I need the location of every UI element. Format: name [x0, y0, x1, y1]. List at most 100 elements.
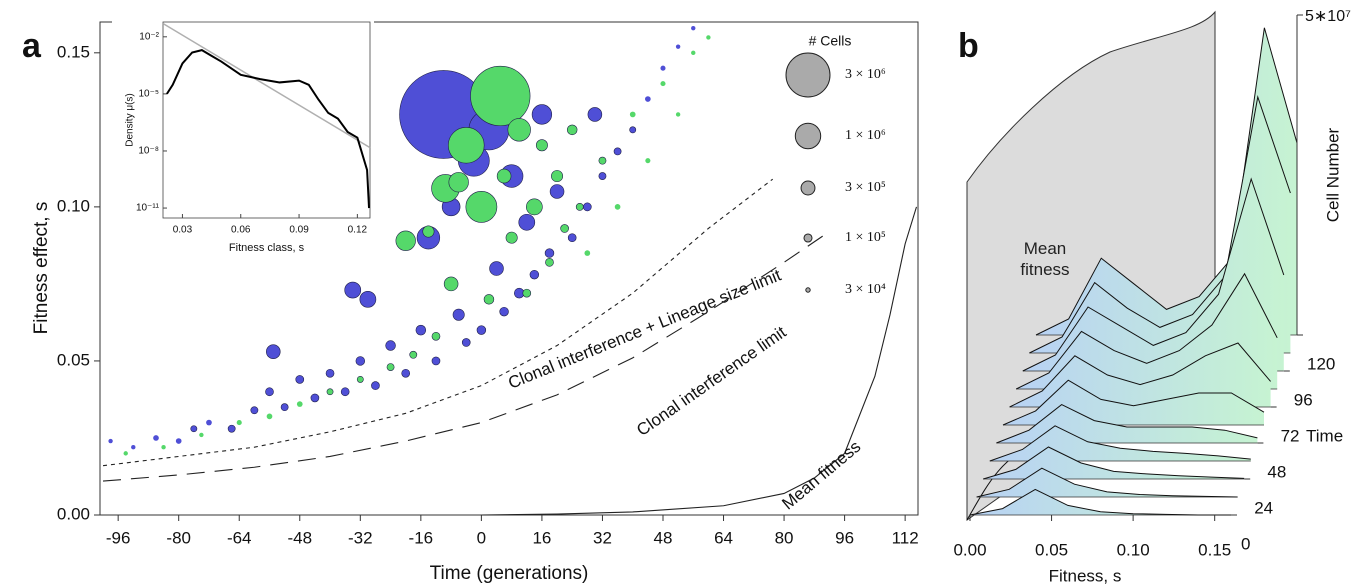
- cell-lineage: [545, 258, 554, 267]
- inset-x-tick-label: 0.09: [289, 225, 309, 236]
- cell-lineage: [575, 202, 584, 211]
- size-legend-marker: [794, 122, 822, 150]
- cell-lineage: [583, 202, 592, 212]
- time-axis-title: Time: [1306, 426, 1343, 445]
- cell-lineage: [529, 269, 540, 280]
- cell-lineage: [476, 325, 487, 335]
- cell-lineage: [470, 65, 531, 127]
- cell-lineage: [551, 170, 564, 183]
- inset-frame: [162, 21, 371, 219]
- cell-lineage: [660, 81, 666, 87]
- y-tick-label: 0.00: [57, 504, 90, 523]
- cell-lineage: [645, 158, 651, 164]
- x-tick-label: 48: [654, 528, 673, 547]
- slice-fill: [970, 489, 1231, 515]
- x-tick-label: 112: [892, 528, 919, 547]
- time-tick-label: 24: [1254, 498, 1273, 517]
- z-tick-label: 5∗10⁷: [1305, 8, 1351, 25]
- cell-lineage: [340, 387, 350, 397]
- cell-lineage: [526, 198, 543, 216]
- cell-lineage: [395, 230, 416, 251]
- cell-lineage: [123, 451, 128, 456]
- cell-lineage: [614, 204, 621, 210]
- slice-profile: [1015, 272, 1278, 390]
- time-tick-label: 48: [1267, 462, 1286, 481]
- cell-lineage: [560, 224, 569, 233]
- cell-lineage: [691, 50, 696, 56]
- cell-lineage: [431, 356, 441, 366]
- x-tick-label: -32: [348, 528, 373, 547]
- cell-lineage: [295, 375, 305, 384]
- fitness-tick-label: 0.10: [1117, 540, 1150, 559]
- y-tick-label: 0.15: [57, 42, 90, 61]
- line-label: Clonal interference limit: [633, 322, 790, 440]
- cell-lineage: [236, 420, 242, 426]
- inset-background: [112, 18, 374, 263]
- cell-lineage: [531, 104, 553, 125]
- cell-lineage: [153, 435, 159, 441]
- cell-lineage: [359, 290, 377, 308]
- size-legend-label: 3 × 10⁴: [845, 282, 886, 297]
- cell-lineage: [598, 172, 607, 180]
- size-legend-label: 1 × 10⁶: [845, 128, 886, 143]
- time-tick-label: 120: [1307, 354, 1335, 373]
- cell-lineage: [566, 124, 578, 136]
- size-legend-marker: [803, 233, 813, 243]
- cell-lineage: [483, 294, 495, 305]
- slice-profile: [1002, 379, 1265, 426]
- cell-lineage: [489, 261, 504, 276]
- x-tick-label: 96: [835, 528, 854, 547]
- y-axis-title: Fitness effect, s: [31, 202, 52, 335]
- x-tick-label: 80: [775, 528, 794, 547]
- inset-y-tick-label: 10⁻²: [139, 31, 159, 42]
- fitness-tick-label: 0.00: [953, 540, 986, 559]
- cell-lineage: [108, 438, 113, 444]
- cell-lineage: [386, 363, 395, 371]
- cell-lineage: [706, 35, 711, 40]
- density-curve: [166, 49, 371, 209]
- cell-lineage: [280, 403, 289, 412]
- panel-label: a: [22, 27, 42, 65]
- cell-lineage: [422, 225, 435, 238]
- density-curve: [162, 22, 371, 149]
- inset-y-title: Density μ(s): [125, 93, 136, 147]
- cell-lineage: [227, 424, 236, 433]
- x-tick-label: 0: [477, 528, 486, 547]
- cell-lineage: [465, 191, 498, 223]
- x-tick-label: 16: [532, 528, 551, 547]
- limit-line: [481, 206, 918, 516]
- cell-lineage: [461, 338, 471, 347]
- panel-label: b: [958, 27, 979, 65]
- cell-lineage: [448, 172, 469, 193]
- slice-profile: [976, 467, 1238, 498]
- time-tick-label: 72: [1281, 426, 1300, 445]
- slice-profile: [1035, 27, 1298, 336]
- cell-lineage: [660, 65, 666, 71]
- cell-lineage: [385, 340, 396, 351]
- slice-profile: [1009, 342, 1271, 408]
- fitness-tick-label: 0.05: [1035, 540, 1068, 559]
- inset-x-tick-label: 0.03: [173, 225, 193, 236]
- inset-y-tick-label: 10⁻⁸: [138, 146, 159, 157]
- cell-lineage: [326, 388, 334, 396]
- cell-lineage: [415, 324, 427, 336]
- cell-lineage: [250, 406, 259, 415]
- inset-x-tick-label: 0.06: [231, 225, 251, 236]
- slice-profile: [969, 488, 1231, 516]
- fitness-tick-label: 0.15: [1198, 540, 1231, 559]
- limit-line: [102, 231, 830, 482]
- inset-y-tick-label: 10⁻¹¹: [136, 203, 160, 214]
- slice-profile: [996, 404, 1258, 444]
- cell-lineage: [199, 432, 204, 438]
- size-legend-label: 3 × 10⁵: [845, 180, 886, 195]
- inset-x-tick-label: 0.12: [348, 225, 368, 236]
- cell-lineage: [535, 139, 548, 152]
- cell-lineage: [310, 393, 320, 403]
- cell-lineage: [161, 445, 166, 450]
- cell-lineage: [296, 401, 303, 407]
- cell-lineage: [355, 356, 366, 366]
- x-tick-label: -80: [166, 528, 191, 547]
- fitness-axis-title: Fitness, s: [1049, 566, 1122, 585]
